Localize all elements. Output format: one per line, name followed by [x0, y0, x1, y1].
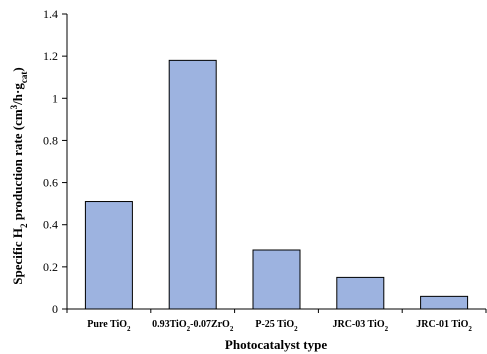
- y-tick-label: 1: [52, 91, 58, 105]
- bar: [168, 59, 217, 310]
- bar: [252, 249, 301, 310]
- y-tick-label: 0.6: [43, 176, 58, 190]
- y-axis: 0 0.2 0.4 0.6 0.8 1 1.2 1.4: [43, 7, 68, 316]
- bar: [420, 295, 469, 310]
- x-tick-label: P-25 TiO2: [255, 319, 298, 333]
- y-tick-label: 0.2: [43, 260, 58, 274]
- x-axis-title: Photocatalyst type: [225, 337, 327, 352]
- bar: [336, 276, 385, 310]
- x-tick-label: Pure TiO2: [87, 319, 131, 333]
- y-tick-label: 0: [52, 302, 58, 316]
- bars-group: [84, 59, 469, 310]
- y-tick-label: 0.8: [43, 133, 58, 147]
- y-tick-label: 1.2: [43, 49, 58, 63]
- y-tick-label: 1.4: [43, 7, 58, 21]
- bar: [84, 201, 133, 310]
- x-tick-label: JRC-01 TiO2: [416, 319, 472, 333]
- x-tick-label: 0.93TiO2-0.07ZrO2: [152, 319, 234, 333]
- y-axis-title: Specific H2 production rate (cm3/h·gcat): [9, 67, 29, 284]
- x-axis: Pure TiO2 0.93TiO2-0.07ZrO2 P-25 TiO2 JRC-0…: [66, 308, 487, 333]
- y-tick-label: 0.4: [43, 218, 58, 232]
- x-tick-label: JRC-03 TiO2: [332, 319, 388, 333]
